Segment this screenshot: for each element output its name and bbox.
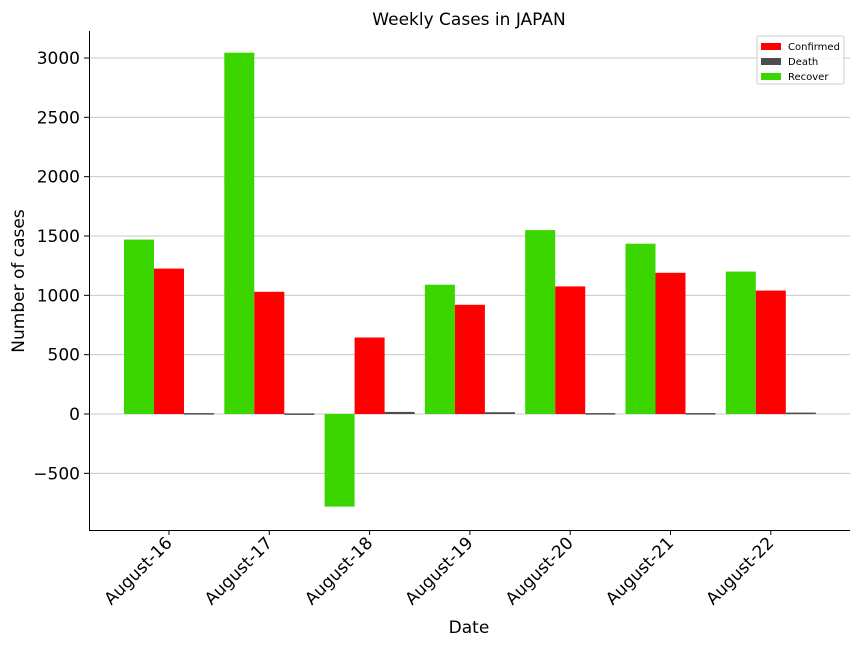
bar-death-august-22	[785, 412, 816, 415]
y-tick-label: 1000	[37, 286, 80, 306]
chart-title: Weekly Cases in JAPAN	[372, 10, 565, 30]
bar-recover-august-19	[424, 284, 455, 414]
legend: Confirmed Death Recover	[756, 35, 845, 85]
legend-label-death: Death	[788, 57, 818, 68]
legend-label-recover: Recover	[788, 72, 829, 83]
y-axis-ticks: −500 0 500 1000 1500 2000 2500 3000	[33, 49, 89, 484]
bar-death-august-20	[585, 413, 616, 415]
x-tick-label: August-21	[602, 533, 678, 609]
bar-recover-august-17	[224, 52, 255, 414]
bar-confirmed-august-18	[354, 337, 385, 414]
y-tick-label: 1500	[37, 227, 80, 247]
bar-death-august-18	[384, 411, 415, 414]
x-axis-ticks: August-16 August-17 August-18 August-19 Augu…	[101, 530, 778, 609]
bars	[124, 52, 816, 507]
bar-death-august-16	[184, 413, 214, 415]
x-tick-label: August-19	[402, 533, 478, 609]
legend-swatch-recover	[761, 73, 781, 80]
bar-confirmed-august-22	[755, 290, 786, 414]
x-tick-label: August-18	[301, 533, 377, 609]
y-axis-label: Number of cases	[9, 209, 29, 353]
legend-swatch-confirmed	[761, 43, 781, 50]
y-tick-label: 2500	[37, 108, 80, 128]
bar-death-august-19	[484, 412, 515, 414]
bar-recover-august-22	[725, 271, 756, 414]
x-axis-label: Date	[449, 618, 490, 638]
bar-recover-august-18	[324, 414, 355, 507]
bar-recover-august-21	[625, 243, 656, 414]
legend-swatch-death	[761, 58, 781, 65]
x-tick-label: August-17	[201, 533, 277, 609]
bar-death-august-21	[685, 413, 716, 415]
x-tick-label: August-22	[702, 533, 778, 609]
x-tick-label: August-16	[101, 533, 177, 609]
y-tick-label: 2000	[37, 168, 80, 188]
bar-confirmed-august-16	[154, 268, 184, 414]
y-tick-label: −500	[33, 464, 80, 484]
y-tick-label: 0	[69, 405, 80, 425]
y-tick-label: 500	[48, 346, 80, 366]
bar-recover-august-20	[525, 230, 556, 414]
bar-confirmed-august-17	[254, 291, 285, 414]
bar-recover-august-16	[124, 239, 154, 414]
legend-label-confirmed: Confirmed	[788, 42, 840, 53]
y-tick-label: 3000	[37, 49, 80, 69]
bar-confirmed-august-19	[454, 304, 485, 414]
bar-confirmed-august-21	[655, 272, 686, 414]
bar-confirmed-august-20	[555, 286, 586, 414]
x-tick-label: August-20	[502, 533, 578, 609]
bar-death-august-17	[284, 413, 315, 415]
